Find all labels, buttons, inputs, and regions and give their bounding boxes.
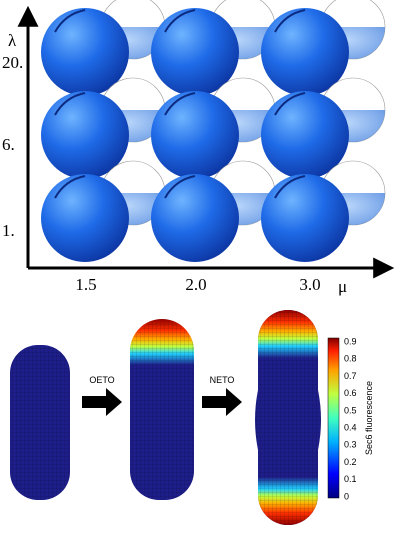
arrow-oeto: OETO [82, 375, 122, 416]
sphere-grid [41, 0, 386, 262]
x-ticks: 1.5 2.0 3.0 [75, 275, 320, 294]
sphere [41, 8, 129, 96]
sphere-fold [54, 92, 86, 116]
sphere-fold [54, 175, 86, 199]
colorbar-ticks: 0 0.1 0.2 0.3 0.4 0.5 0.6 0.7 0.8 0.9 [344, 336, 357, 501]
y-tick-label: 1. [2, 221, 15, 240]
cell-initial [10, 345, 70, 500]
x-tick-label: 3.0 [299, 275, 320, 294]
arrow-label: OETO [89, 375, 114, 385]
sphere-fold [274, 9, 306, 33]
sphere [151, 174, 239, 262]
colorbar-tick-label: 0.8 [344, 354, 357, 364]
x-tick-label: 1.5 [75, 275, 96, 294]
sphere [261, 91, 349, 179]
sphere-fold [54, 9, 86, 33]
sphere [41, 91, 129, 179]
colorbar-tick-label: 0.1 [344, 474, 357, 484]
colorbar-tick-label: 0.4 [344, 422, 357, 432]
sphere-fold [274, 92, 306, 116]
sphere-fold [274, 175, 306, 199]
cell-neto [255, 310, 321, 525]
x-tick-label: 2.0 [185, 275, 206, 294]
sphere-fold [164, 9, 196, 33]
colorbar-tick-label: 0.5 [344, 405, 357, 415]
arrow-neto: NETO [202, 375, 242, 416]
sphere [261, 174, 349, 262]
colorbar-tick-label: 0.9 [344, 336, 357, 346]
x-axis-label: μ [338, 277, 347, 296]
y-tick-label: 20. [2, 53, 23, 72]
colorbar-tick-label: 0.6 [344, 388, 357, 398]
colorbar-tick-label: 0 [344, 491, 349, 501]
colorbar-label: Sec6 fluorescence [364, 381, 374, 455]
sphere [41, 174, 129, 262]
sphere [261, 8, 349, 96]
sphere-fold [164, 92, 196, 116]
sphere-fold [164, 175, 196, 199]
colorbar-tick-label: 0.7 [344, 371, 357, 381]
colorbar-tick-label: 0.3 [344, 440, 357, 450]
y-tick-label: 6. [2, 135, 15, 154]
y-ticks: 20. 6. 1. [2, 53, 23, 240]
cell-oeto [130, 319, 194, 500]
y-axis-label: λ [8, 31, 17, 50]
sphere [151, 8, 239, 96]
colorbar-tick-label: 0.2 [344, 457, 357, 467]
arrow-label: NETO [210, 375, 235, 385]
sphere [151, 91, 239, 179]
colorbar [327, 337, 340, 499]
